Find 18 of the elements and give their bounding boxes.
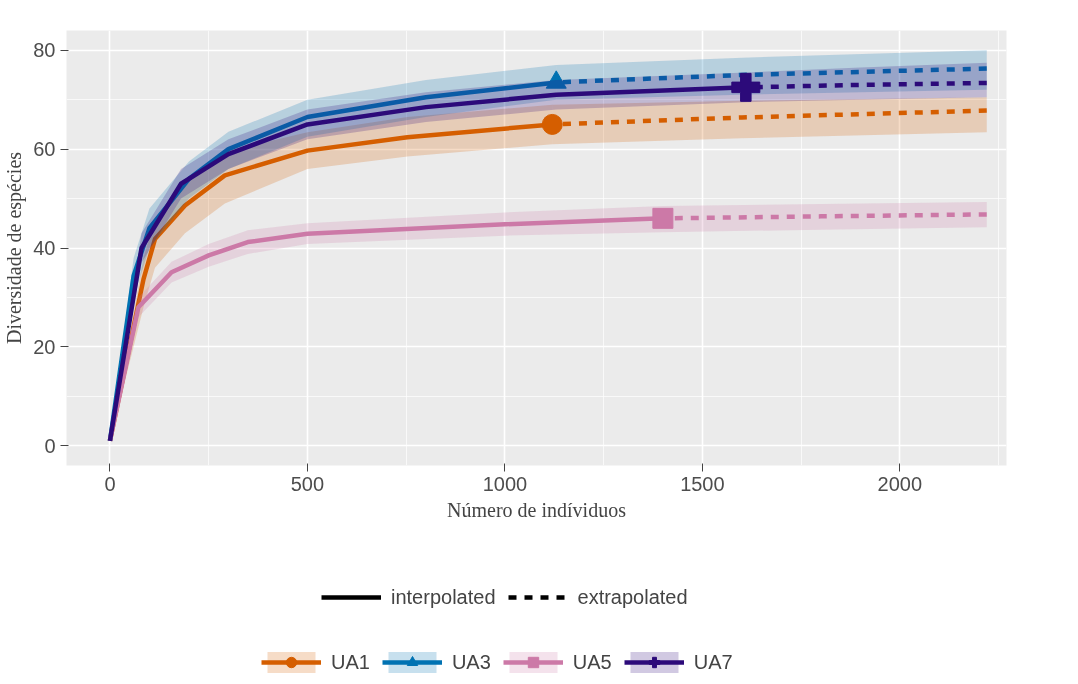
- text: extrapolated: [577, 585, 688, 609]
- text: interpolated: [391, 585, 496, 609]
- y-tick-label: 20: [33, 335, 56, 358]
- y-tick-label: 40: [33, 237, 56, 259]
- x-tick-label: 500: [290, 472, 325, 495]
- legend-label: UA5: [572, 650, 612, 674]
- y-tick-label: 80: [33, 39, 56, 62]
- x-tick-label: 0: [104, 472, 116, 495]
- y-tick-label: 0: [44, 434, 56, 457]
- y-axis-title: Diversidade de espécies: [3, 151, 27, 345]
- y-tick-label: 60: [33, 138, 56, 161]
- legend-label: UA1: [331, 650, 370, 674]
- legend-label: UA7: [693, 650, 733, 674]
- x-tick-label: 1500: [680, 472, 725, 495]
- x-tick-label: 2000: [877, 472, 923, 495]
- x-tick-label: 1000: [482, 472, 528, 495]
- x-axis-title: Número de indíviduos: [447, 498, 627, 521]
- legend-label: UA3: [451, 650, 491, 674]
